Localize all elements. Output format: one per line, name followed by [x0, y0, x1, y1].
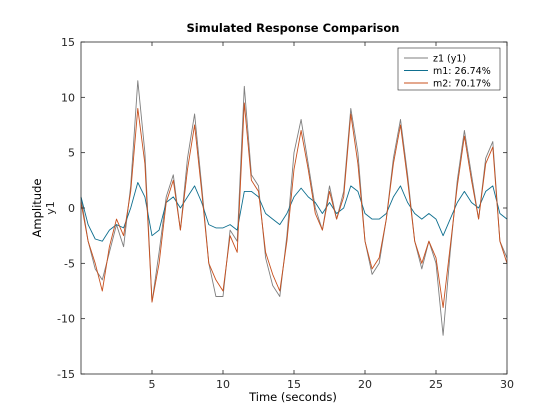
y-tick-label: -5: [64, 257, 75, 270]
series-line-3: [80, 102, 508, 309]
y-tick-label: 15: [61, 36, 75, 49]
x-tick-label: 25: [429, 378, 443, 391]
series-line-2: [80, 182, 508, 242]
legend-label: m1: 26.74%: [433, 66, 491, 77]
x-tick-label: 5: [149, 378, 156, 391]
x-tick-label: 20: [358, 378, 372, 391]
legend: z1 (y1)m1: 26.74% m2: 70.17%: [397, 47, 501, 91]
series-layer: [80, 80, 508, 336]
x-tick-label: 15: [287, 378, 301, 391]
y-tick-label: 5: [68, 147, 75, 160]
x-axis-label: Time (seconds): [248, 390, 337, 404]
legend-label: m2: 70.17%: [433, 79, 491, 90]
x-tick-label: 30: [500, 378, 514, 391]
y-tick-label: -15: [57, 368, 75, 381]
legend-label: z1 (y1): [433, 54, 466, 65]
y-tick-label: 0: [68, 202, 75, 215]
chart-title: Simulated Response Comparison: [187, 21, 400, 35]
x-tick-label: 10: [216, 378, 230, 391]
y-axis-sublabel: y1: [44, 201, 57, 215]
y-axis-ticks: -15 -10 -5 0 5 10 15: [57, 36, 507, 381]
axes-background: [81, 42, 507, 374]
x-axis-ticks: 5 10 15 20 25 30: [149, 42, 514, 391]
y-axis-label: Amplitude: [30, 179, 44, 238]
y-tick-label: 10: [61, 91, 75, 104]
plot-area: [80, 41, 508, 375]
y-tick-label: -10: [57, 313, 75, 326]
